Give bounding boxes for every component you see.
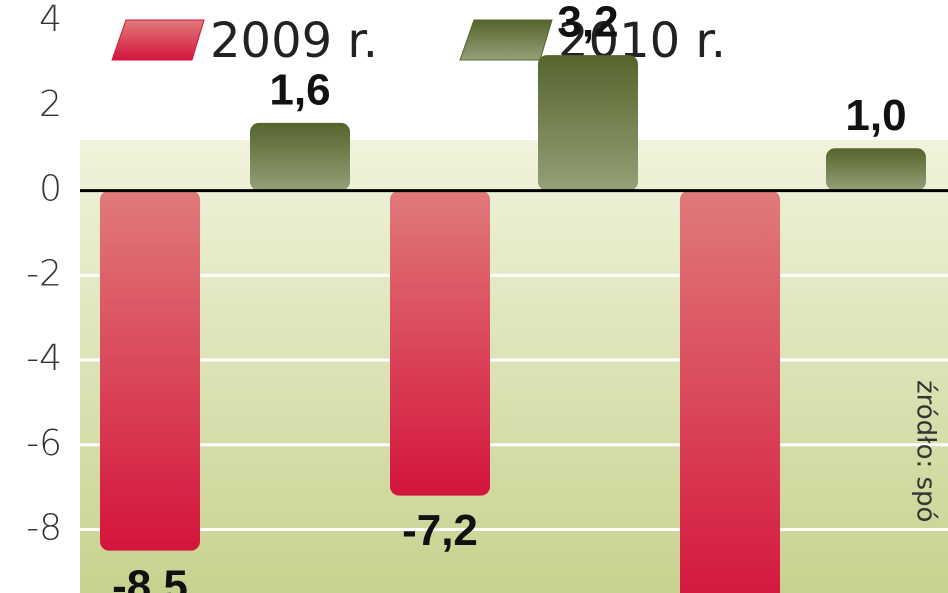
bar: [250, 122, 350, 191]
y-tick-label: -6: [26, 423, 62, 464]
value-label: 3,2: [557, 0, 618, 47]
value-label: 1,6: [269, 65, 330, 114]
value-label: -7,2: [402, 506, 478, 555]
y-tick-label: 4: [39, 0, 62, 40]
bar: [390, 190, 490, 496]
bar: [100, 190, 200, 551]
source-note: źródło: spó: [911, 380, 941, 522]
plot-background: [80, 140, 948, 593]
y-tick-label: 0: [39, 169, 62, 210]
legend-swatch: [111, 19, 205, 61]
y-tick-label: -2: [26, 253, 62, 294]
legend-swatch: [459, 19, 553, 61]
value-label: 1,0: [845, 91, 906, 140]
bar: [826, 148, 926, 191]
y-tick-label: 2: [39, 84, 62, 125]
y-tick-label: -4: [26, 338, 62, 379]
y-tick-label: -8: [26, 507, 62, 548]
value-label: -8,5: [112, 561, 188, 593]
legend-label: 2009 r.: [210, 13, 378, 69]
bar: [538, 55, 638, 191]
bar: [680, 190, 780, 593]
